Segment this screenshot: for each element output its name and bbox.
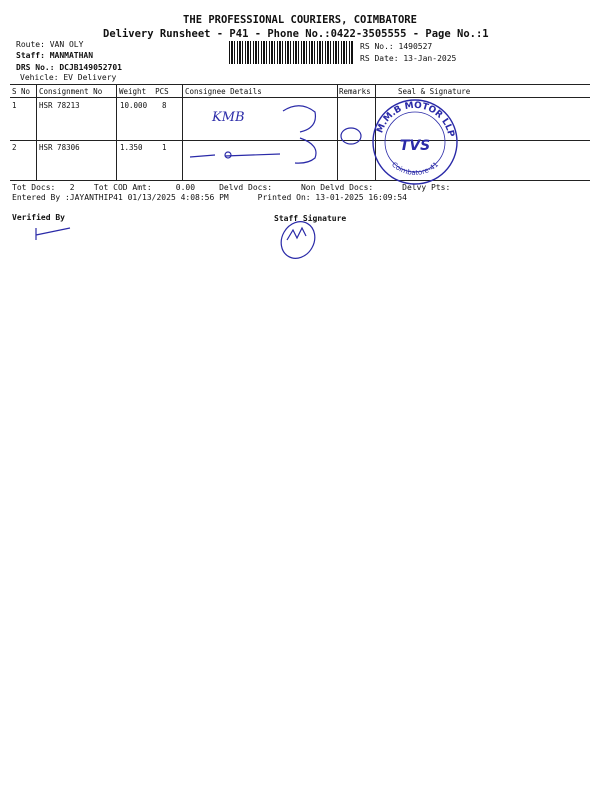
verified-by-signature [35, 227, 71, 240]
staff-signature [280, 221, 316, 259]
header-consignment: Consignment No [39, 87, 103, 96]
svg-text:Coimbatore-41: Coimbatore-41 [390, 161, 440, 177]
row-sno: 1 [12, 101, 17, 110]
row-consignment: HSR 78213 [39, 101, 80, 110]
consignee-signature-row2 [189, 153, 281, 158]
header-sno: S No [12, 87, 31, 96]
row-sno: 2 [12, 143, 17, 152]
entered-printed-line: Entered By :JAYANTHIP41 01/13/2025 4:08:… [12, 193, 407, 202]
document-title: THE PROFESSIONAL COURIERS, COIMBATORE [183, 14, 417, 26]
barcode [229, 41, 353, 64]
row-pcs: 8 [162, 101, 167, 110]
totals-line: Tot Docs: 2 Tot COD Amt: 0.00 Delvd Docs… [12, 183, 451, 192]
row-pcs: 1 [162, 143, 167, 152]
stamp-center-text: TVS [400, 138, 430, 154]
row-consignment: HSR 78306 [39, 143, 80, 152]
row-weight: 10.000 [120, 101, 148, 110]
rs-number: RS No.: 1490527 [360, 42, 433, 51]
runsheet-subtitle: Delivery Runsheet - P41 - Phone No.:0422… [103, 28, 489, 40]
row-weight: 1.350 [120, 143, 143, 152]
staff-signature-label: Staff Signature [274, 214, 347, 223]
consignee-signature: KMB [212, 110, 245, 125]
rs-date: RS Date: 13-Jan-2025 [360, 54, 457, 63]
header-remarks: Remarks [339, 87, 371, 96]
verified-by-label: Verified By [12, 213, 65, 222]
staff: Staff: MANMATHAN [16, 51, 94, 60]
consignee-bracket [282, 105, 317, 164]
stamp-bottom-text: Coimbatore-41 [390, 161, 440, 177]
route: Route: VAN OLY [16, 40, 84, 49]
header-consignee: Consignee Details [185, 87, 262, 96]
vehicle: Vehicle: EV Delivery [20, 73, 117, 82]
remarks-signature [340, 127, 362, 145]
consignee-signature-loop [224, 151, 232, 159]
drs-number: DRS No.: DCJB149052701 [16, 63, 122, 72]
seal-stamp: M.M.B MOTOR LLP Coimbatore-41 TVS [372, 99, 458, 185]
header-weight-pcs: Weight PCS [119, 87, 169, 96]
header-seal: Seal & Signature [398, 87, 471, 96]
